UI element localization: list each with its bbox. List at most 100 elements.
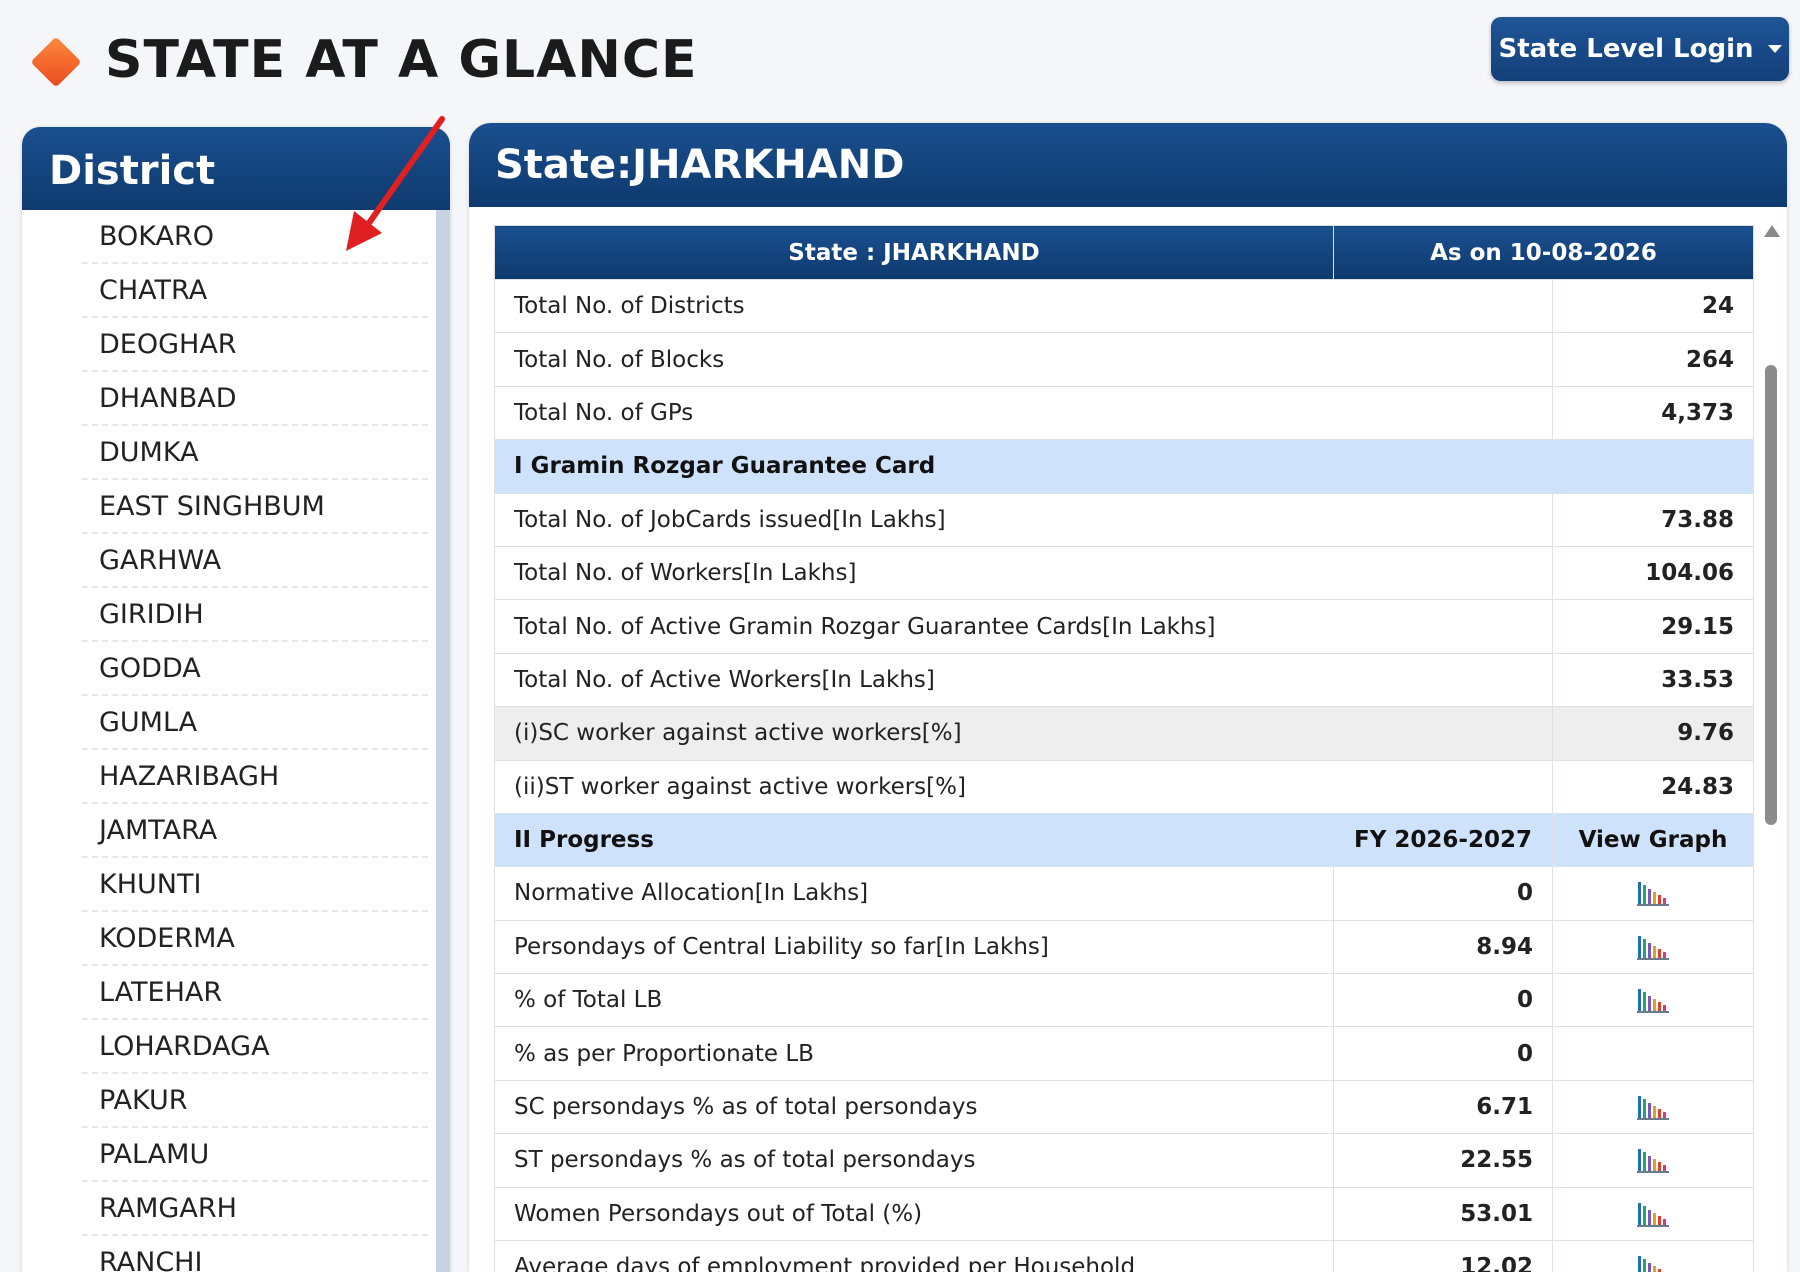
row-value: 24 [1552,278,1754,334]
as-on-column-header: As on 10-08-2026 [1333,225,1754,280]
caret-down-icon [1767,45,1782,53]
scrollbar-thumb[interactable] [1765,365,1777,825]
district-item[interactable]: KHUNTI [82,858,428,912]
bar-chart-icon[interactable] [1636,879,1670,907]
table-row: Total No. of JobCards issued[In Lakhs] 7… [494,492,1754,547]
row-value: 12.02 [1333,1240,1553,1272]
view-graph-cell [1552,919,1754,975]
row-label: % as per Proportionate LB [494,1026,1334,1081]
table-row: Total No. of Active Workers[In Lakhs] 33… [494,652,1754,708]
row-value: 264 [1552,332,1754,387]
state-table-scrollbar[interactable] [1762,225,1780,1272]
row-value: 0 [1333,973,1553,1028]
view-graph-cell [1552,1133,1754,1188]
row-value: 29.15 [1552,599,1754,654]
page-title: STATE AT A GLANCE [105,30,698,90]
bar-chart-icon[interactable] [1636,1253,1670,1272]
row-value: 9.76 [1552,706,1754,761]
table-row: Persondays of Central Liability so far[I… [494,919,1754,975]
district-item[interactable]: GIRIDIH [82,588,428,642]
row-value: 0 [1333,866,1553,921]
view-graph-column-header: View Graph [1552,812,1754,868]
row-label: ST persondays % as of total persondays [494,1133,1334,1188]
table-row: Total No. of Workers[In Lakhs] 104.06 [494,545,1754,601]
bar-chart-icon[interactable] [1636,986,1670,1014]
state-panel: State:JHARKHAND State : JHARKHAND As on … [469,123,1787,1272]
district-item[interactable]: LOHARDAGA [82,1020,428,1074]
district-item[interactable]: RAMGARH [82,1182,428,1236]
view-graph-cell-empty [1552,1026,1754,1081]
row-value: 53.01 [1333,1186,1553,1242]
view-graph-cell [1552,1079,1754,1135]
bar-chart-icon[interactable] [1636,1093,1670,1121]
bar-chart-icon[interactable] [1636,933,1670,961]
district-list: BOKARO CHATRA DEOGHAR DHANBAD DUMKA EAST… [22,210,450,1272]
table-row: Total No. of Active Gramin Rozgar Guaran… [494,599,1754,654]
section-title: II Progress [494,812,1334,868]
view-graph-cell [1552,1240,1754,1272]
district-item[interactable]: PALAMU [82,1128,428,1182]
table-row: (ii)ST worker against active workers[%] … [494,759,1754,814]
section-title: I Gramin Rozgar Guarantee Card [494,439,1754,494]
table-row: Total No. of Districts 24 [494,278,1754,334]
table-row: % as per Proportionate LB 0 [494,1026,1754,1081]
district-scrollbar[interactable] [436,210,450,1272]
state-glance-table: State : JHARKHAND As on 10-08-2026 Total… [494,225,1754,1272]
fy-column-header: FY 2026-2027 [1333,812,1553,868]
row-label: Total No. of Blocks [494,332,1553,387]
red-arrow-annotation-icon [346,116,445,251]
row-label: Total No. of Workers[In Lakhs] [494,545,1553,601]
row-label: (i)SC worker against active workers[%] [494,706,1553,761]
row-label: Total No. of Districts [494,278,1553,334]
district-item[interactable]: JAMTARA [82,804,428,858]
row-label: % of Total LB [494,973,1334,1028]
table-row: Average days of employment provided per … [494,1240,1754,1272]
view-graph-cell [1552,973,1754,1028]
district-item[interactable]: RANCHI [82,1236,428,1272]
row-value: 33.53 [1552,652,1754,708]
state-login-button[interactable]: State Level Login [1491,17,1789,81]
state-panel-title: State:JHARKHAND [469,123,1787,207]
table-row: (i)SC worker against active workers[%] 9… [494,706,1754,761]
table-row: SC persondays % as of total persondays 6… [494,1079,1754,1135]
district-item[interactable]: HAZARIBAGH [82,750,428,804]
district-item[interactable]: BOKARO [82,210,428,264]
table-row: Total No. of Blocks 264 [494,332,1754,387]
table-header-row: State : JHARKHAND As on 10-08-2026 [494,225,1754,280]
row-label: Total No. of JobCards issued[In Lakhs] [494,492,1553,547]
district-item[interactable]: KODERMA [82,912,428,966]
diamond-logo-icon [30,36,82,88]
row-label: (ii)ST worker against active workers[%] [494,759,1553,814]
table-row: Women Persondays out of Total (%) 53.01 [494,1186,1754,1242]
table-row: % of Total LB 0 [494,973,1754,1028]
district-item[interactable]: GODDA [82,642,428,696]
district-item[interactable]: GUMLA [82,696,428,750]
row-value: 104.06 [1552,545,1754,601]
state-column-header: State : JHARKHAND [494,225,1334,280]
row-label: Total No. of GPs [494,385,1553,441]
district-item[interactable]: DHANBAD [82,372,428,426]
row-label: Normative Allocation[In Lakhs] [494,866,1334,921]
table-row: ST persondays % as of total persondays 2… [494,1133,1754,1188]
row-value: 6.71 [1333,1079,1553,1135]
district-item[interactable]: EAST SINGHBUM [82,480,428,534]
district-item[interactable]: LATEHAR [82,966,428,1020]
scroll-up-arrow-icon[interactable] [1764,225,1780,237]
state-login-label: State Level Login [1498,34,1754,64]
district-item[interactable]: PAKUR [82,1074,428,1128]
bar-chart-icon[interactable] [1636,1146,1670,1174]
page-header: STATE AT A GLANCE State Level Login [0,0,1800,120]
district-item[interactable]: DUMKA [82,426,428,480]
district-item[interactable]: GARHWA [82,534,428,588]
table-row: Normative Allocation[In Lakhs] 0 [494,866,1754,921]
state-table-wrapper: State : JHARKHAND As on 10-08-2026 Total… [494,225,1754,1272]
row-label: Women Persondays out of Total (%) [494,1186,1334,1242]
district-panel-title: District [22,127,450,210]
district-item[interactable]: DEOGHAR [82,318,428,372]
bar-chart-icon[interactable] [1636,1200,1670,1228]
section-row-job-card: I Gramin Rozgar Guarantee Card [494,439,1754,494]
row-label: Persondays of Central Liability so far[I… [494,919,1334,975]
district-item[interactable]: CHATRA [82,264,428,318]
row-value: 0 [1333,1026,1553,1081]
view-graph-cell [1552,1186,1754,1242]
